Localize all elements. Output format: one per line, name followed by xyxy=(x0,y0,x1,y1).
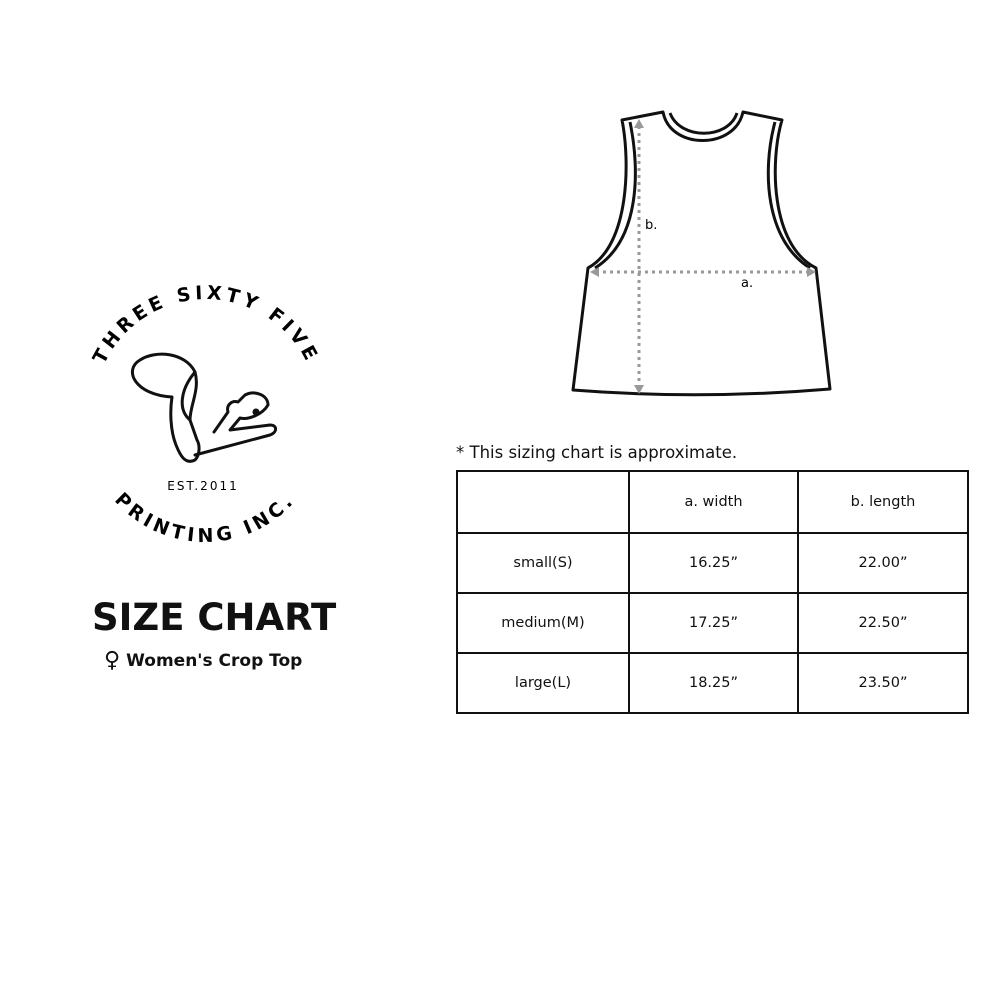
table-header-row: a. width b. length xyxy=(456,470,969,534)
table-row: large(L) 18.25” 23.50” xyxy=(456,652,969,714)
width-cell: 18.25” xyxy=(628,652,799,714)
crop-top-diagram: b. a. xyxy=(571,110,832,397)
logo-bottom-text: PRINTING INC. xyxy=(110,489,299,548)
table-row: medium(M) 17.25” 22.50” xyxy=(456,592,969,654)
size-cell: large(L) xyxy=(456,652,630,714)
label-b: b. xyxy=(645,218,657,233)
page-title: SIZE CHART xyxy=(92,596,337,639)
table-row: small(S) 16.25” 22.00” xyxy=(456,532,969,594)
subtitle: ♀ Women's Crop Top xyxy=(104,650,302,672)
logo-established: EST.2011 xyxy=(167,479,238,493)
sizing-note: * This sizing chart is approximate. xyxy=(456,443,738,462)
measurement-arrows xyxy=(596,126,810,388)
length-cell: 22.00” xyxy=(797,532,969,594)
header-cell xyxy=(456,470,630,534)
length-cell: 22.50” xyxy=(797,592,969,654)
size-cell: medium(M) xyxy=(456,592,630,654)
size-cell: small(S) xyxy=(456,532,630,594)
squirrel-icon xyxy=(130,352,278,463)
width-cell: 17.25” xyxy=(628,592,799,654)
width-cell: 16.25” xyxy=(628,532,799,594)
header-cell: b. length xyxy=(797,470,969,534)
subtitle-text: Women's Crop Top xyxy=(126,651,303,671)
label-a: a. xyxy=(741,276,753,291)
size-table: a. width b. length small(S) 16.25” 22.00… xyxy=(456,470,969,714)
female-symbol-icon: ♀ xyxy=(104,648,121,673)
header-cell: a. width xyxy=(628,470,799,534)
length-cell: 23.50” xyxy=(797,652,969,714)
